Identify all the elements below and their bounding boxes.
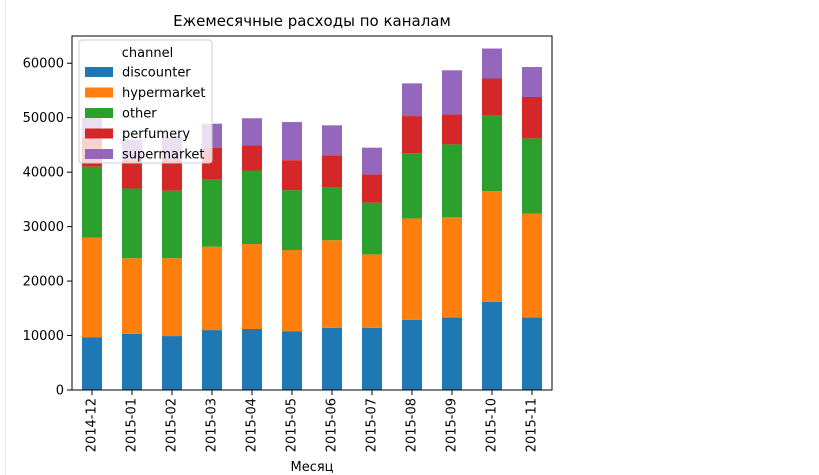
- legend-swatch-supermarket: [85, 149, 113, 159]
- bar-segment-other-2015-11: [522, 138, 542, 214]
- x-tick-label: 2015-03: [205, 398, 220, 452]
- bar-segment-hypermarket-2015-08: [402, 218, 422, 320]
- bar-segment-discounter-2015-11: [522, 317, 542, 390]
- bar-segment-other-2015-05: [282, 190, 302, 251]
- y-tick-label: 50000: [23, 111, 64, 126]
- bar-segment-other-2015-08: [402, 153, 422, 219]
- bar-segment-discounter-2015-10: [482, 301, 502, 390]
- bar-segment-discounter-2015-05: [282, 331, 302, 390]
- bar-segment-perfumery-2015-02: [162, 159, 182, 191]
- window-edge: [5, 0, 6, 475]
- bar-segment-discounter-2014-12: [82, 337, 102, 390]
- bar-segment-other-2015-09: [442, 144, 462, 218]
- bar-segment-perfumery-2015-05: [282, 160, 302, 191]
- bar-segment-discounter-2015-02: [162, 336, 182, 390]
- bar-segment-supermarket-2015-07: [362, 147, 382, 175]
- legend-label-perfumery: perfumery: [122, 127, 190, 142]
- legend-title: channel: [122, 46, 173, 61]
- y-tick-label: 0: [56, 384, 64, 399]
- bar-segment-supermarket-2015-04: [242, 118, 262, 146]
- x-tick-label: 2015-04: [245, 398, 260, 452]
- bar-segment-other-2015-07: [362, 202, 382, 255]
- bar-segment-hypermarket-2014-12: [82, 237, 102, 338]
- bar-segment-hypermarket-2015-01: [122, 258, 142, 334]
- bar-segment-other-2015-02: [162, 190, 182, 259]
- bars-layer: [82, 48, 542, 390]
- x-tick-label: 2015-11: [525, 398, 540, 452]
- bar-segment-perfumery-2015-01: [122, 159, 142, 189]
- bar-segment-supermarket-2015-09: [442, 70, 462, 115]
- x-tick-label: 2015-07: [365, 398, 380, 452]
- y-tick-label: 60000: [23, 57, 64, 72]
- bar-segment-perfumery-2015-08: [402, 116, 422, 154]
- bar-segment-other-2015-03: [202, 179, 222, 247]
- bar-segment-hypermarket-2015-03: [202, 246, 222, 331]
- x-tick-label: 2015-06: [325, 398, 340, 452]
- x-tick-label: 2015-08: [405, 398, 420, 452]
- bar-segment-hypermarket-2015-02: [162, 258, 182, 337]
- bar-segment-perfumery-2015-10: [482, 78, 502, 115]
- bar-segment-supermarket-2015-05: [282, 122, 302, 161]
- x-tick-label: 2015-05: [285, 398, 300, 452]
- y-tick-label: 30000: [23, 220, 64, 235]
- bar-segment-supermarket-2015-06: [322, 125, 342, 156]
- y-tick-label: 10000: [23, 329, 64, 344]
- bar-segment-other-2014-12: [82, 166, 102, 238]
- y-tick-label: 40000: [23, 166, 64, 181]
- legend-swatch-other: [85, 108, 113, 118]
- y-axis: 0 10000 20000 30000 40000 50000 60000: [23, 57, 72, 399]
- legend: channel discounter hypermarket other perfume…: [78, 39, 213, 164]
- bar-segment-discounter-2015-04: [242, 329, 262, 390]
- bar-segment-other-2015-01: [122, 188, 142, 259]
- x-tick-label: 2015-09: [445, 398, 460, 452]
- legend-label-hypermarket: hypermarket: [122, 86, 205, 101]
- bar-segment-hypermarket-2015-06: [322, 240, 342, 328]
- legend-swatch-perfumery: [85, 128, 113, 139]
- bar-segment-hypermarket-2015-10: [482, 191, 502, 302]
- legend-label-supermarket: supermarket: [122, 148, 205, 163]
- plot-area-frame: [71, 35, 553, 391]
- bar-segment-hypermarket-2015-09: [442, 217, 462, 318]
- x-tick-label: 2015-10: [485, 398, 500, 452]
- y-tick-label: 20000: [23, 275, 64, 290]
- bar-segment-perfumery-2015-04: [242, 145, 262, 171]
- bar-segment-discounter-2015-08: [402, 319, 422, 390]
- bar-segment-hypermarket-2015-11: [522, 213, 542, 318]
- bar-segment-discounter-2015-01: [122, 333, 142, 390]
- bar-segment-discounter-2015-06: [322, 327, 342, 390]
- x-tick-label: 2015-02: [165, 398, 180, 452]
- bar-segment-supermarket-2015-10: [482, 48, 502, 79]
- bar-segment-discounter-2015-03: [202, 330, 222, 390]
- bar-segment-hypermarket-2015-07: [362, 254, 382, 328]
- legend-label-discounter: discounter: [122, 66, 191, 81]
- bar-segment-perfumery-2015-06: [322, 155, 342, 188]
- x-tick-label: 2015-01: [125, 398, 140, 452]
- bar-segment-perfumery-2015-09: [442, 114, 462, 145]
- bar-segment-discounter-2015-07: [362, 327, 382, 390]
- bar-segment-other-2015-06: [322, 187, 342, 241]
- x-tick-label: 2014-12: [85, 398, 100, 452]
- legend-swatch-discounter: [85, 67, 113, 77]
- bar-segment-perfumery-2015-07: [362, 174, 382, 203]
- bar-segment-hypermarket-2015-04: [242, 244, 262, 329]
- bar-segment-other-2015-04: [242, 170, 262, 245]
- chart-title: Ежемесячные расходы по каналам: [173, 12, 451, 30]
- bar-segment-discounter-2015-09: [442, 317, 462, 390]
- bar-segment-perfumery-2015-11: [522, 97, 542, 139]
- legend-label-other: other: [122, 107, 157, 122]
- bar-segment-hypermarket-2015-05: [282, 250, 302, 332]
- bar-segment-supermarket-2015-08: [402, 83, 422, 117]
- legend-swatch-hypermarket: [85, 87, 113, 98]
- bar-segment-other-2015-10: [482, 114, 502, 192]
- bar-segment-supermarket-2015-11: [522, 67, 542, 97]
- x-axis-label: Месяц: [290, 460, 333, 475]
- x-axis: 2014-12 2015-01 2015-02 2015-03 2015-04 2015-…: [85, 390, 540, 452]
